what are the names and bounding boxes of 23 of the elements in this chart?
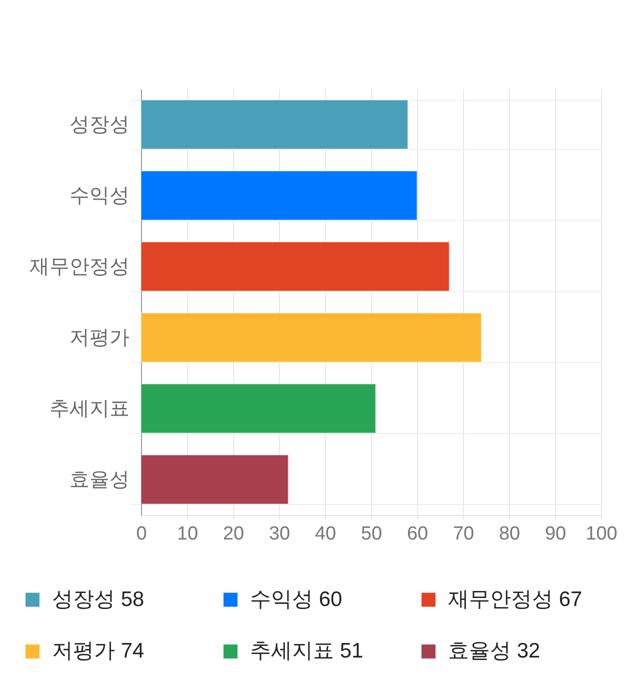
y-tick-label: 성장성: [70, 114, 130, 136]
x-tick-label: 0: [136, 524, 147, 544]
x-tick-label: 40: [314, 524, 336, 544]
y-tick-label: 수익성: [70, 185, 130, 207]
x-tick-label: 60: [406, 524, 428, 544]
x-tick-label: 80: [498, 524, 520, 544]
y-tick-label: 추세지표: [50, 398, 130, 420]
x-tick-label: 70: [452, 524, 474, 544]
legend-label: 추세지표 51: [250, 640, 364, 662]
legend-label: 효율성 32: [448, 640, 540, 662]
y-tick-label: 효율성: [70, 469, 130, 491]
y-tick-label: 저평가: [70, 327, 130, 349]
x-tick-label: 90: [544, 524, 566, 544]
x-tick-label: 50: [360, 524, 382, 544]
y-tick-label: 재무안정성: [30, 256, 130, 278]
x-tick-label: 30: [268, 524, 290, 544]
legend-label: 성장성 58: [52, 588, 144, 611]
legend-label: 저평가 74: [52, 640, 145, 662]
x-tick-label: 100: [586, 524, 618, 544]
legend-label: 수익성 60: [250, 588, 342, 611]
x-tick-label: 20: [222, 524, 244, 544]
legend-label: 재무안정성 67: [448, 588, 582, 611]
x-tick-label: 10: [176, 524, 198, 544]
